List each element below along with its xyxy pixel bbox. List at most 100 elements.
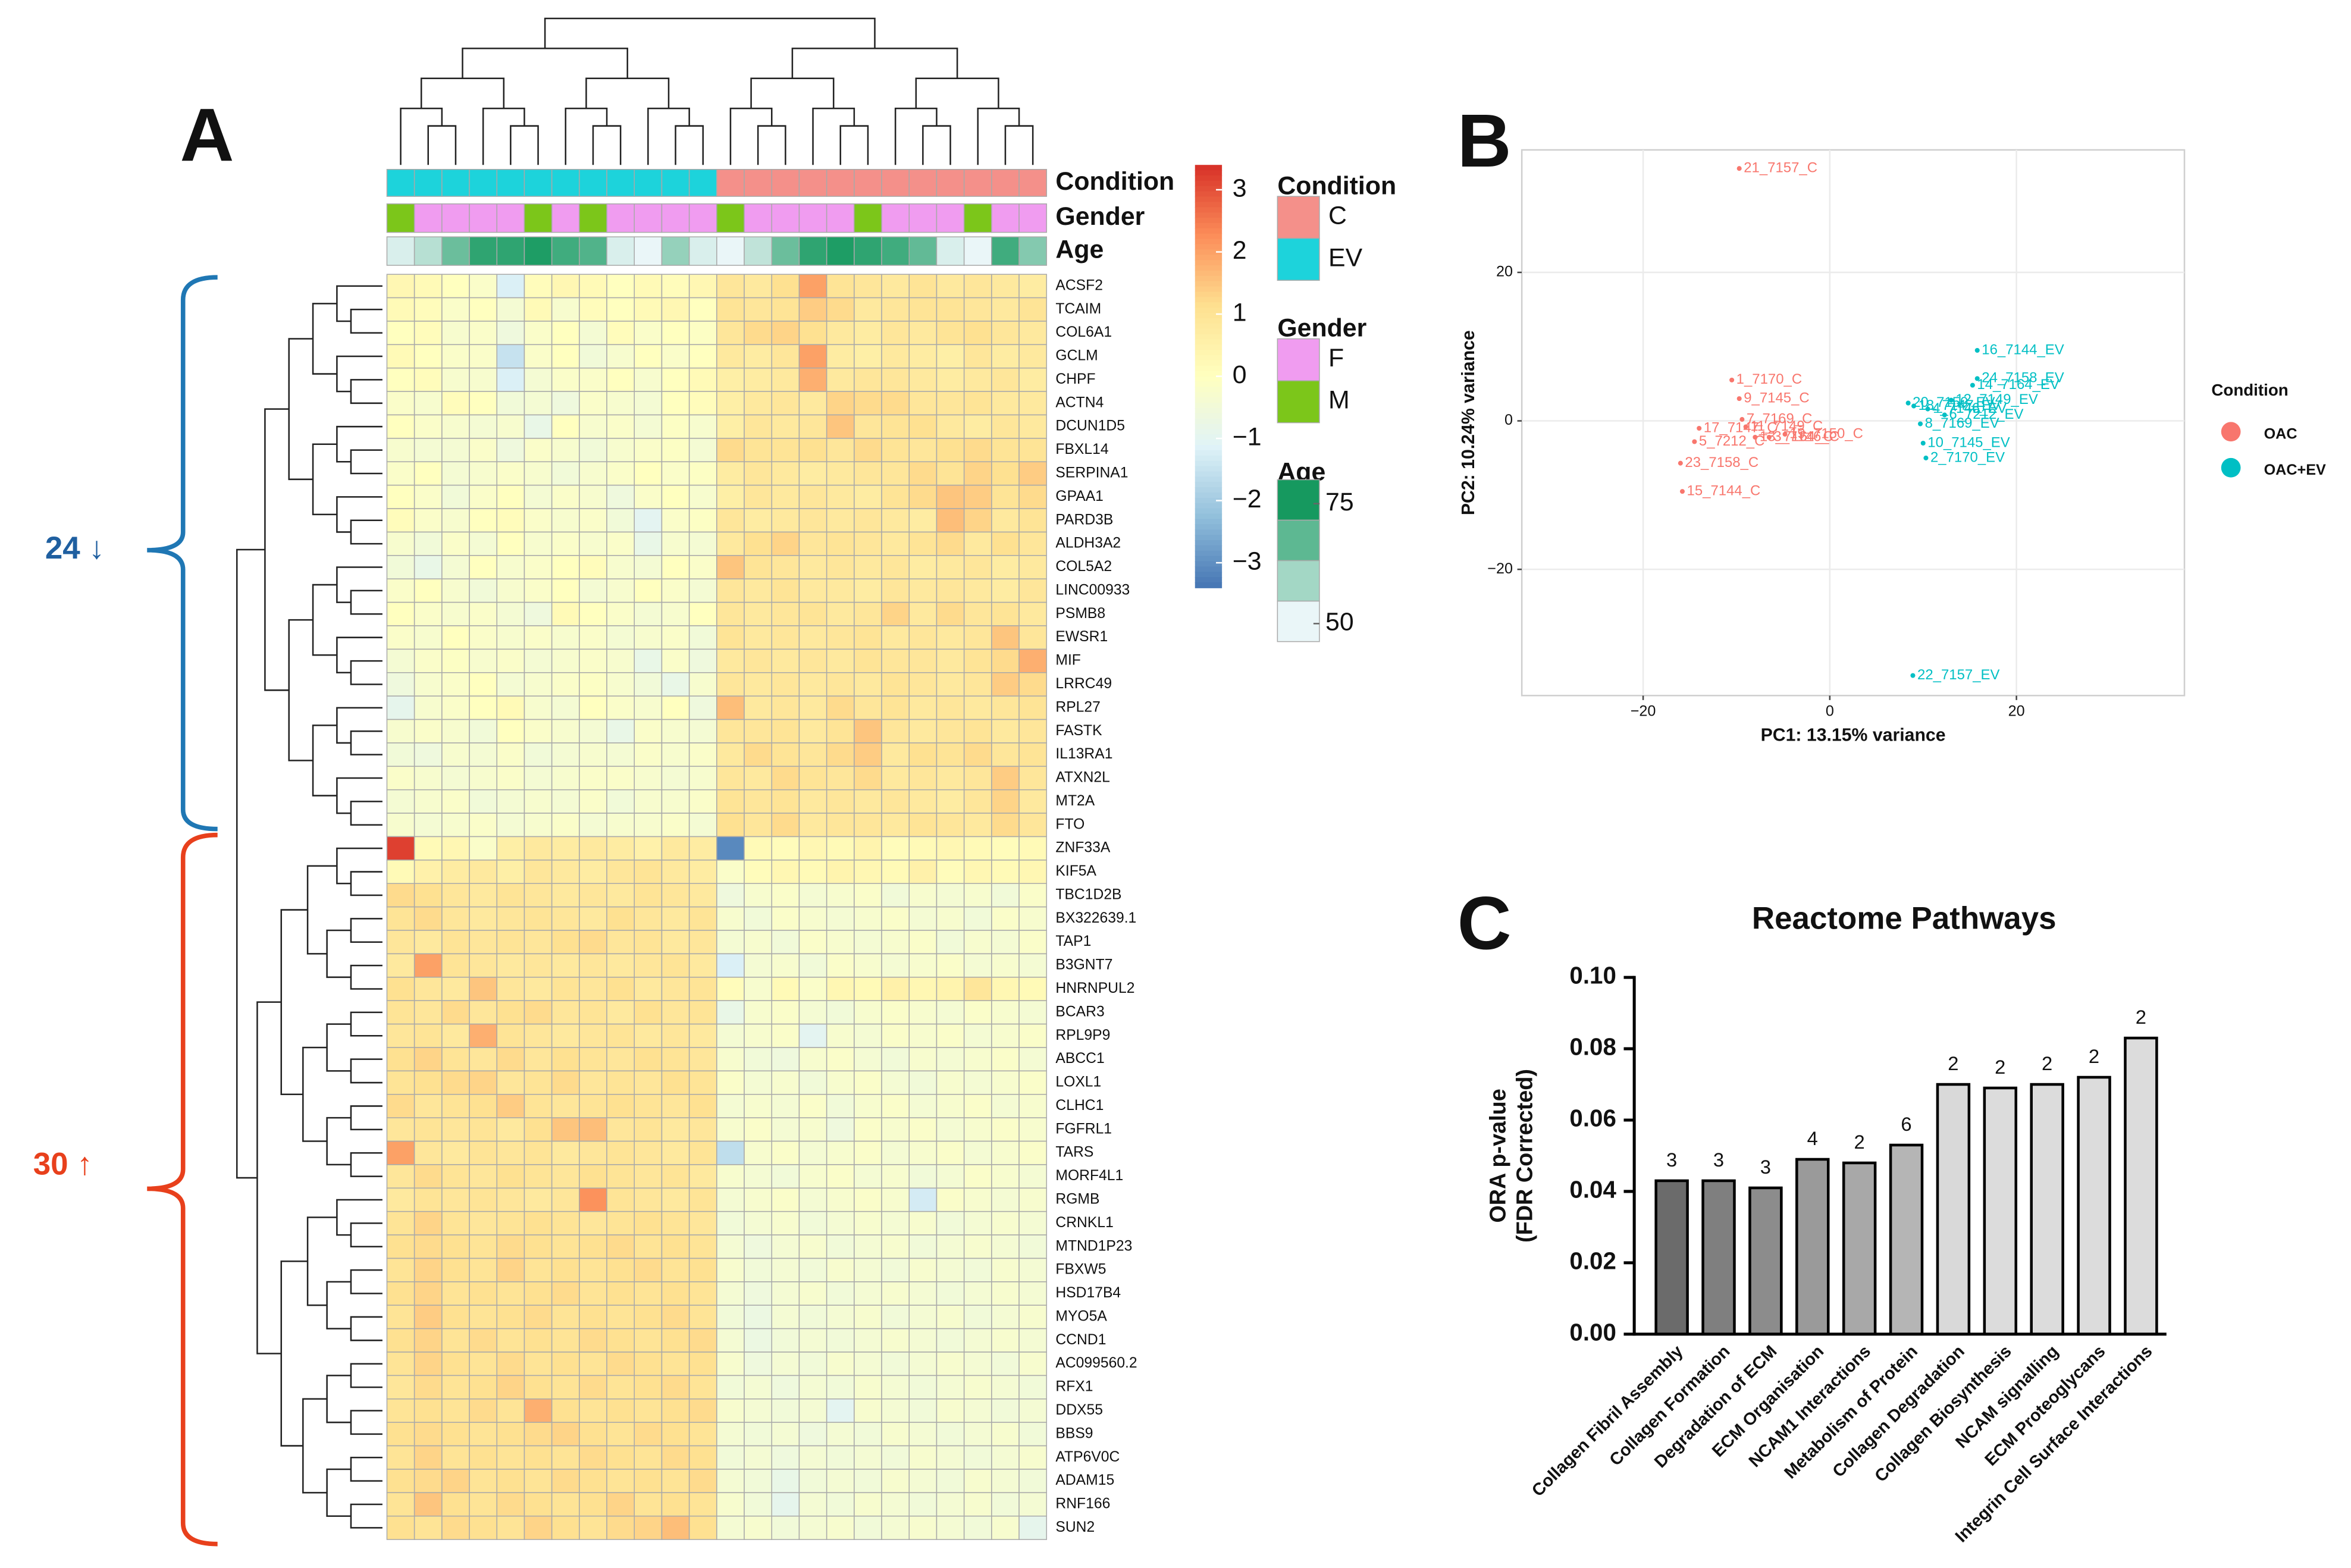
heatmap-cell bbox=[551, 274, 580, 299]
heatmap-cell bbox=[854, 1023, 882, 1048]
heatmap-cell bbox=[881, 391, 910, 416]
heatmap-cell bbox=[1018, 1492, 1048, 1517]
heatmap-cell bbox=[386, 1328, 415, 1353]
gene-label: MIF bbox=[1055, 653, 1081, 669]
heatmap-cell bbox=[908, 297, 938, 322]
annotation-cell bbox=[634, 169, 663, 197]
heatmap-cell bbox=[634, 555, 663, 579]
heatmap-cell bbox=[963, 672, 992, 697]
heatmap-cell bbox=[579, 1375, 607, 1400]
heatmap-cell bbox=[606, 1093, 635, 1118]
heatmap-cell bbox=[963, 836, 992, 861]
legend-label: EV bbox=[1328, 243, 1363, 272]
gene-label: CLHC1 bbox=[1055, 1097, 1104, 1114]
heatmap-cell bbox=[634, 1047, 663, 1072]
column-dendrogram bbox=[565, 107, 608, 165]
heatmap-cell bbox=[798, 813, 827, 838]
heatmap-cell bbox=[881, 789, 910, 814]
heatmap-cell bbox=[744, 930, 773, 955]
heatmap-cell bbox=[469, 414, 498, 439]
heatmap-cell bbox=[854, 1164, 882, 1189]
colorbar-tick-label: −1 bbox=[1233, 422, 1262, 451]
heatmap-cell bbox=[496, 1351, 525, 1376]
heatmap-cell bbox=[469, 508, 498, 533]
heatmap-cell bbox=[579, 1187, 607, 1212]
heatmap-cell bbox=[826, 672, 855, 697]
colorbar-tick-label: 0 bbox=[1233, 360, 1247, 389]
heatmap-cell bbox=[606, 953, 635, 978]
heatmap-cell bbox=[524, 1093, 553, 1118]
heatmap-cell bbox=[551, 531, 580, 556]
heatmap-cell bbox=[634, 719, 663, 744]
heatmap-cell bbox=[936, 836, 965, 861]
heatmap-cell bbox=[798, 672, 827, 697]
heatmap-cell bbox=[551, 484, 580, 509]
gene-label: RFX1 bbox=[1055, 1379, 1093, 1395]
heatmap-cell bbox=[854, 789, 882, 814]
colorbar-step bbox=[1195, 218, 1222, 224]
heatmap-cell bbox=[771, 1023, 800, 1048]
heatmap-cell bbox=[413, 695, 443, 720]
gene-label: B3GNT7 bbox=[1055, 957, 1112, 973]
heatmap-cell bbox=[1018, 1422, 1048, 1447]
heatmap-cell bbox=[881, 321, 910, 346]
heatmap-cell bbox=[469, 1023, 498, 1048]
heatmap-cell bbox=[936, 1328, 965, 1353]
heatmap-cell bbox=[634, 1304, 663, 1329]
heatmap-cell bbox=[551, 1398, 580, 1423]
colorbar-step bbox=[1195, 233, 1222, 240]
heatmap-cell bbox=[469, 625, 498, 650]
heatmap-cell bbox=[688, 1515, 717, 1540]
heatmap-cell bbox=[744, 766, 773, 791]
colorbar-step bbox=[1195, 418, 1222, 425]
heatmap-cell bbox=[716, 953, 745, 978]
heatmap-cell bbox=[524, 321, 553, 346]
heatmap-cell bbox=[963, 414, 992, 439]
heatmap-cell bbox=[798, 1047, 827, 1072]
colorbar-step bbox=[1195, 170, 1222, 176]
point-label: 16_7144_EV bbox=[1982, 341, 2064, 357]
y-tick-label: 0.02 bbox=[1569, 1247, 1616, 1275]
heatmap-cell bbox=[1018, 1000, 1048, 1025]
heatmap-cell bbox=[634, 1070, 663, 1095]
heatmap-cell bbox=[661, 695, 690, 720]
heatmap-cell bbox=[798, 1281, 827, 1306]
heatmap-cell bbox=[469, 555, 498, 579]
heatmap-cell bbox=[854, 1070, 882, 1095]
heatmap-cell bbox=[854, 1492, 882, 1517]
heatmap-cell bbox=[661, 883, 690, 908]
heatmap-cell bbox=[386, 953, 415, 978]
heatmap-cell bbox=[991, 1492, 1020, 1517]
column-dendrogram bbox=[750, 77, 835, 109]
heatmap-cell bbox=[936, 648, 965, 673]
heatmap-cell bbox=[606, 1351, 635, 1376]
heatmap-cell bbox=[991, 1281, 1020, 1306]
heatmap-cell bbox=[744, 625, 773, 650]
heatmap-cell bbox=[688, 1000, 717, 1025]
heatmap-cell bbox=[688, 789, 717, 814]
heatmap-cell bbox=[854, 695, 882, 720]
heatmap-cell bbox=[634, 860, 663, 885]
heatmap-cell bbox=[386, 1422, 415, 1447]
heatmap-cell bbox=[661, 391, 690, 416]
heatmap-cell bbox=[634, 1000, 663, 1025]
heatmap-cell bbox=[1018, 695, 1048, 720]
heatmap-cell bbox=[854, 1469, 882, 1494]
heatmap-cell bbox=[579, 695, 607, 720]
annotation-cell bbox=[798, 203, 827, 233]
heatmap-cell bbox=[854, 836, 882, 861]
heatmap-cell bbox=[771, 836, 800, 861]
gene-label: EWSR1 bbox=[1055, 629, 1108, 645]
column-dendrogram bbox=[482, 107, 525, 165]
annotation-cell bbox=[716, 236, 745, 266]
heatmap-cell bbox=[496, 1187, 525, 1212]
colorbar-step bbox=[1195, 413, 1222, 419]
heatmap-cell bbox=[771, 766, 800, 791]
heatmap-cell bbox=[854, 1140, 882, 1165]
heatmap-cell bbox=[441, 1023, 470, 1048]
colorbar-step bbox=[1195, 297, 1222, 303]
heatmap-cell bbox=[744, 297, 773, 322]
heatmap-cell bbox=[606, 860, 635, 885]
heatmap-cell bbox=[936, 1304, 965, 1329]
heatmap-cell bbox=[441, 789, 470, 814]
